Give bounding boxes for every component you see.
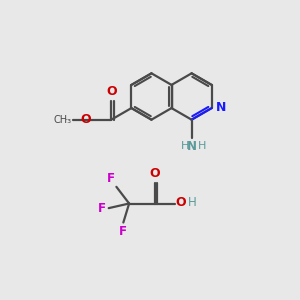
Text: F: F [107, 172, 115, 185]
Text: H: H [188, 196, 197, 209]
Text: F: F [98, 202, 106, 214]
Text: O: O [149, 167, 160, 180]
Text: O: O [176, 196, 186, 209]
Text: N: N [187, 140, 197, 153]
Text: methyl: methyl [66, 118, 71, 120]
Text: F: F [119, 225, 127, 238]
Text: CH₃: CH₃ [54, 115, 72, 125]
Text: N: N [216, 101, 226, 114]
Text: H: H [181, 141, 189, 151]
Text: H: H [198, 141, 206, 151]
Text: O: O [106, 85, 117, 98]
Text: O: O [80, 112, 91, 126]
